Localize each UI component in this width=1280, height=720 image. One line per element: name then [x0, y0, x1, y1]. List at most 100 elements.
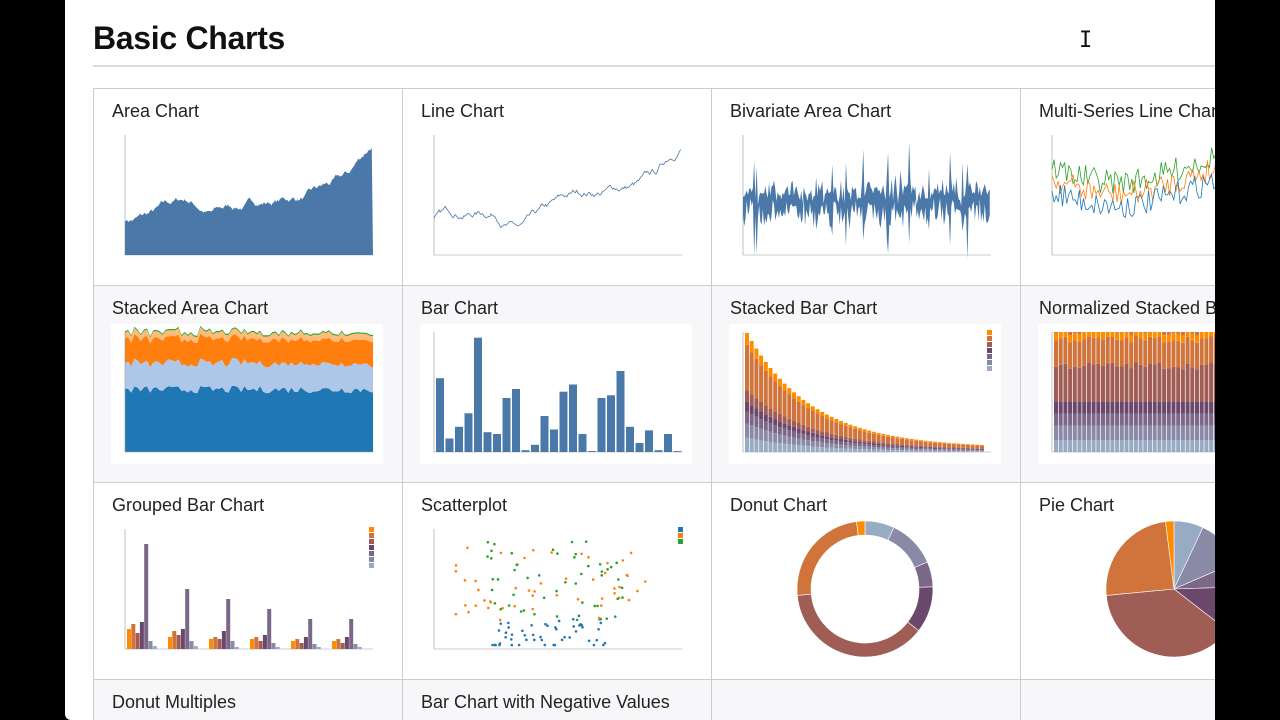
point	[477, 588, 480, 592]
bar	[673, 451, 682, 452]
chart-card-title[interactable]: Donut Chart	[730, 495, 828, 515]
chart-card-pie[interactable]: Pie Chart	[1021, 483, 1215, 680]
bar-segment	[1162, 332, 1167, 336]
chart-card-stackedbar[interactable]: Stacked Bar Chart	[712, 286, 1021, 483]
bar-segment	[923, 446, 928, 448]
chart-card-title[interactable]: Stacked Area Chart	[112, 298, 269, 318]
point	[486, 540, 490, 544]
chart-thumbnail[interactable]	[1038, 324, 1215, 464]
bar-segment	[801, 445, 806, 452]
bar-segment	[914, 450, 919, 452]
bar-segment	[1213, 425, 1215, 440]
bar-segment	[768, 441, 773, 452]
chart-card-title[interactable]: Grouped Bar Chart	[112, 495, 265, 515]
bar-segment	[918, 447, 923, 450]
bar-segment	[1086, 336, 1091, 363]
chart-card-title[interactable]: Line Chart	[421, 101, 505, 121]
bar-segment	[1162, 401, 1167, 414]
chart-thumbnail[interactable]	[111, 521, 383, 661]
bar-segment	[1166, 413, 1171, 426]
bar	[275, 647, 280, 649]
point	[513, 604, 516, 608]
point	[629, 551, 633, 555]
bar	[267, 609, 272, 649]
bar-segment	[1086, 413, 1091, 426]
chart-card-title[interactable]: Bar Chart	[421, 298, 499, 318]
chart-thumbnail[interactable]	[420, 127, 692, 267]
bar	[616, 371, 625, 452]
bar-segment	[787, 425, 792, 431]
bar-segment	[763, 405, 768, 415]
chart-thumbnail[interactable]	[111, 127, 383, 267]
chart-thumbnail[interactable]	[1038, 521, 1215, 661]
bar-segment	[820, 442, 825, 448]
chart-card-line[interactable]: Line Chart	[403, 89, 712, 286]
chart-thumbnail[interactable]	[729, 127, 1001, 267]
point	[522, 609, 526, 612]
chart-thumbnail[interactable]	[420, 521, 692, 661]
stack-layer	[125, 358, 374, 394]
bar-segment	[928, 447, 933, 449]
bar-segment	[1213, 401, 1215, 414]
bar-segment	[1072, 332, 1077, 334]
chart-card-none[interactable]: Bar Chart with Negative Values	[403, 680, 712, 720]
bar-segment	[1185, 363, 1190, 402]
bar	[254, 637, 259, 649]
bar-segment	[1058, 364, 1063, 402]
chart-card-title[interactable]: Stacked Bar Chart	[730, 298, 878, 318]
chart-card-stackedarea[interactable]: Stacked Area Chart	[94, 286, 403, 483]
chart-card-grouped[interactable]: Grouped Bar Chart	[94, 483, 403, 680]
chart-card-title[interactable]: Bar Chart with Negative Values	[421, 692, 670, 712]
bar-segment	[1110, 362, 1115, 402]
chart-card-normbar[interactable]: Normalized Stacked Bar Chart	[1021, 286, 1215, 483]
point	[486, 606, 490, 610]
chart-thumbnail[interactable]	[420, 324, 692, 464]
bar-segment	[965, 447, 970, 449]
chart-card-title[interactable]: Donut Multiples	[112, 692, 237, 712]
bar-segment	[1180, 335, 1185, 343]
point	[620, 586, 624, 590]
bar-segment	[1086, 425, 1091, 440]
chart-thumbnail[interactable]	[111, 324, 383, 464]
bar-segment	[904, 439, 909, 445]
bar-segment	[933, 446, 937, 448]
bar-segment	[848, 440, 853, 443]
bar-segment	[857, 443, 862, 447]
bar-segment	[965, 444, 970, 448]
chart-card-area[interactable]: Area Chart	[94, 89, 403, 286]
chart-card-title[interactable]: Multi-Series Line Chart	[1039, 101, 1215, 121]
chart-card-title[interactable]: Pie Chart	[1039, 495, 1115, 515]
bar-segment	[1105, 440, 1110, 452]
point	[587, 639, 591, 643]
bar-segment	[1110, 401, 1115, 414]
chart-thumbnail[interactable]	[1038, 127, 1215, 267]
bar-segment	[890, 448, 895, 451]
chart-card-none[interactable]: Donut Multiples	[94, 680, 403, 720]
chart-card-scatter[interactable]: Scatterplot	[403, 483, 712, 680]
bar-segment	[1157, 425, 1162, 440]
bar	[144, 544, 149, 649]
chart-thumbnail[interactable]	[729, 324, 1001, 464]
point	[576, 597, 580, 601]
chart-card-title[interactable]: Bivariate Area Chart	[730, 101, 892, 121]
bar	[271, 643, 276, 649]
chart-card-title[interactable]: Area Chart	[112, 101, 200, 121]
chart-card-bivariate[interactable]: Bivariate Area Chart	[712, 89, 1021, 286]
bar-segment	[970, 448, 975, 449]
point	[466, 546, 469, 550]
bar-segment	[792, 431, 796, 438]
chart-card-bar[interactable]: Bar Chart	[403, 286, 712, 483]
chart-thumbnail[interactable]	[729, 521, 1001, 661]
bar-segment	[1138, 364, 1143, 402]
chart-card-multiline[interactable]: Multi-Series Line Chart	[1021, 89, 1215, 286]
bar-segment	[1119, 401, 1124, 414]
chart-card-title[interactable]: Scatterplot	[421, 495, 508, 515]
chart-card-donut[interactable]: Donut Chart	[712, 483, 1021, 680]
stack-layer	[125, 327, 374, 344]
bar-segment	[1110, 425, 1115, 440]
bar-segment	[824, 418, 829, 433]
bar-segment	[961, 448, 966, 450]
bar	[540, 416, 549, 452]
bar-segment	[1091, 332, 1096, 338]
chart-card-title[interactable]: Normalized Stacked Bar Chart	[1039, 298, 1215, 318]
